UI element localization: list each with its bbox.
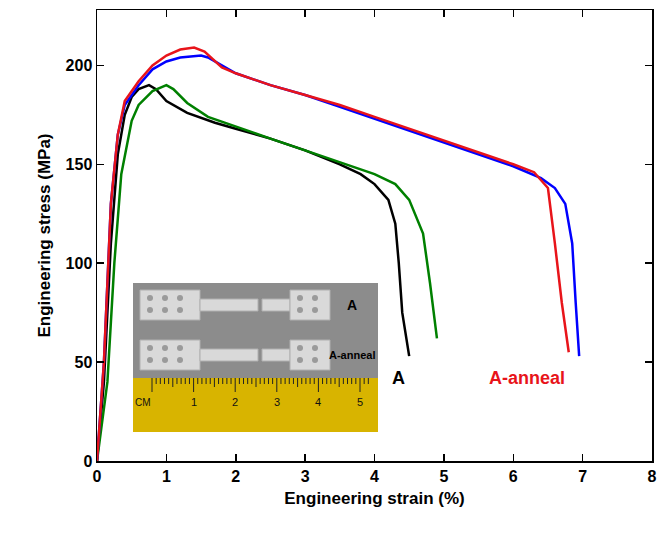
svg-text:Engineering strain (%): Engineering strain (%) bbox=[284, 489, 464, 508]
svg-text:100: 100 bbox=[66, 255, 93, 272]
svg-text:A: A bbox=[392, 368, 405, 388]
svg-text:A-anneal: A-anneal bbox=[329, 349, 375, 361]
svg-text:8: 8 bbox=[648, 468, 657, 485]
svg-text:5: 5 bbox=[439, 468, 448, 485]
svg-text:0: 0 bbox=[83, 453, 92, 470]
svg-text:2: 2 bbox=[232, 396, 238, 408]
svg-text:150: 150 bbox=[66, 156, 93, 173]
svg-text:1: 1 bbox=[191, 396, 197, 408]
svg-text:4: 4 bbox=[370, 468, 379, 485]
svg-text:0: 0 bbox=[93, 468, 102, 485]
svg-text:3: 3 bbox=[301, 468, 310, 485]
svg-text:CM: CM bbox=[135, 397, 151, 408]
svg-text:4: 4 bbox=[315, 396, 321, 408]
svg-text:A: A bbox=[347, 297, 357, 313]
svg-text:7: 7 bbox=[578, 468, 587, 485]
svg-text:1: 1 bbox=[162, 468, 171, 485]
svg-text:2: 2 bbox=[231, 468, 240, 485]
svg-text:3: 3 bbox=[274, 396, 280, 408]
svg-text:Engineering stress (MPa): Engineering stress (MPa) bbox=[35, 133, 54, 337]
svg-text:6: 6 bbox=[509, 468, 518, 485]
svg-text:50: 50 bbox=[75, 354, 93, 371]
svg-text:200: 200 bbox=[66, 57, 93, 74]
svg-text:5: 5 bbox=[357, 396, 363, 408]
svg-text:A-anneal: A-anneal bbox=[489, 368, 565, 388]
